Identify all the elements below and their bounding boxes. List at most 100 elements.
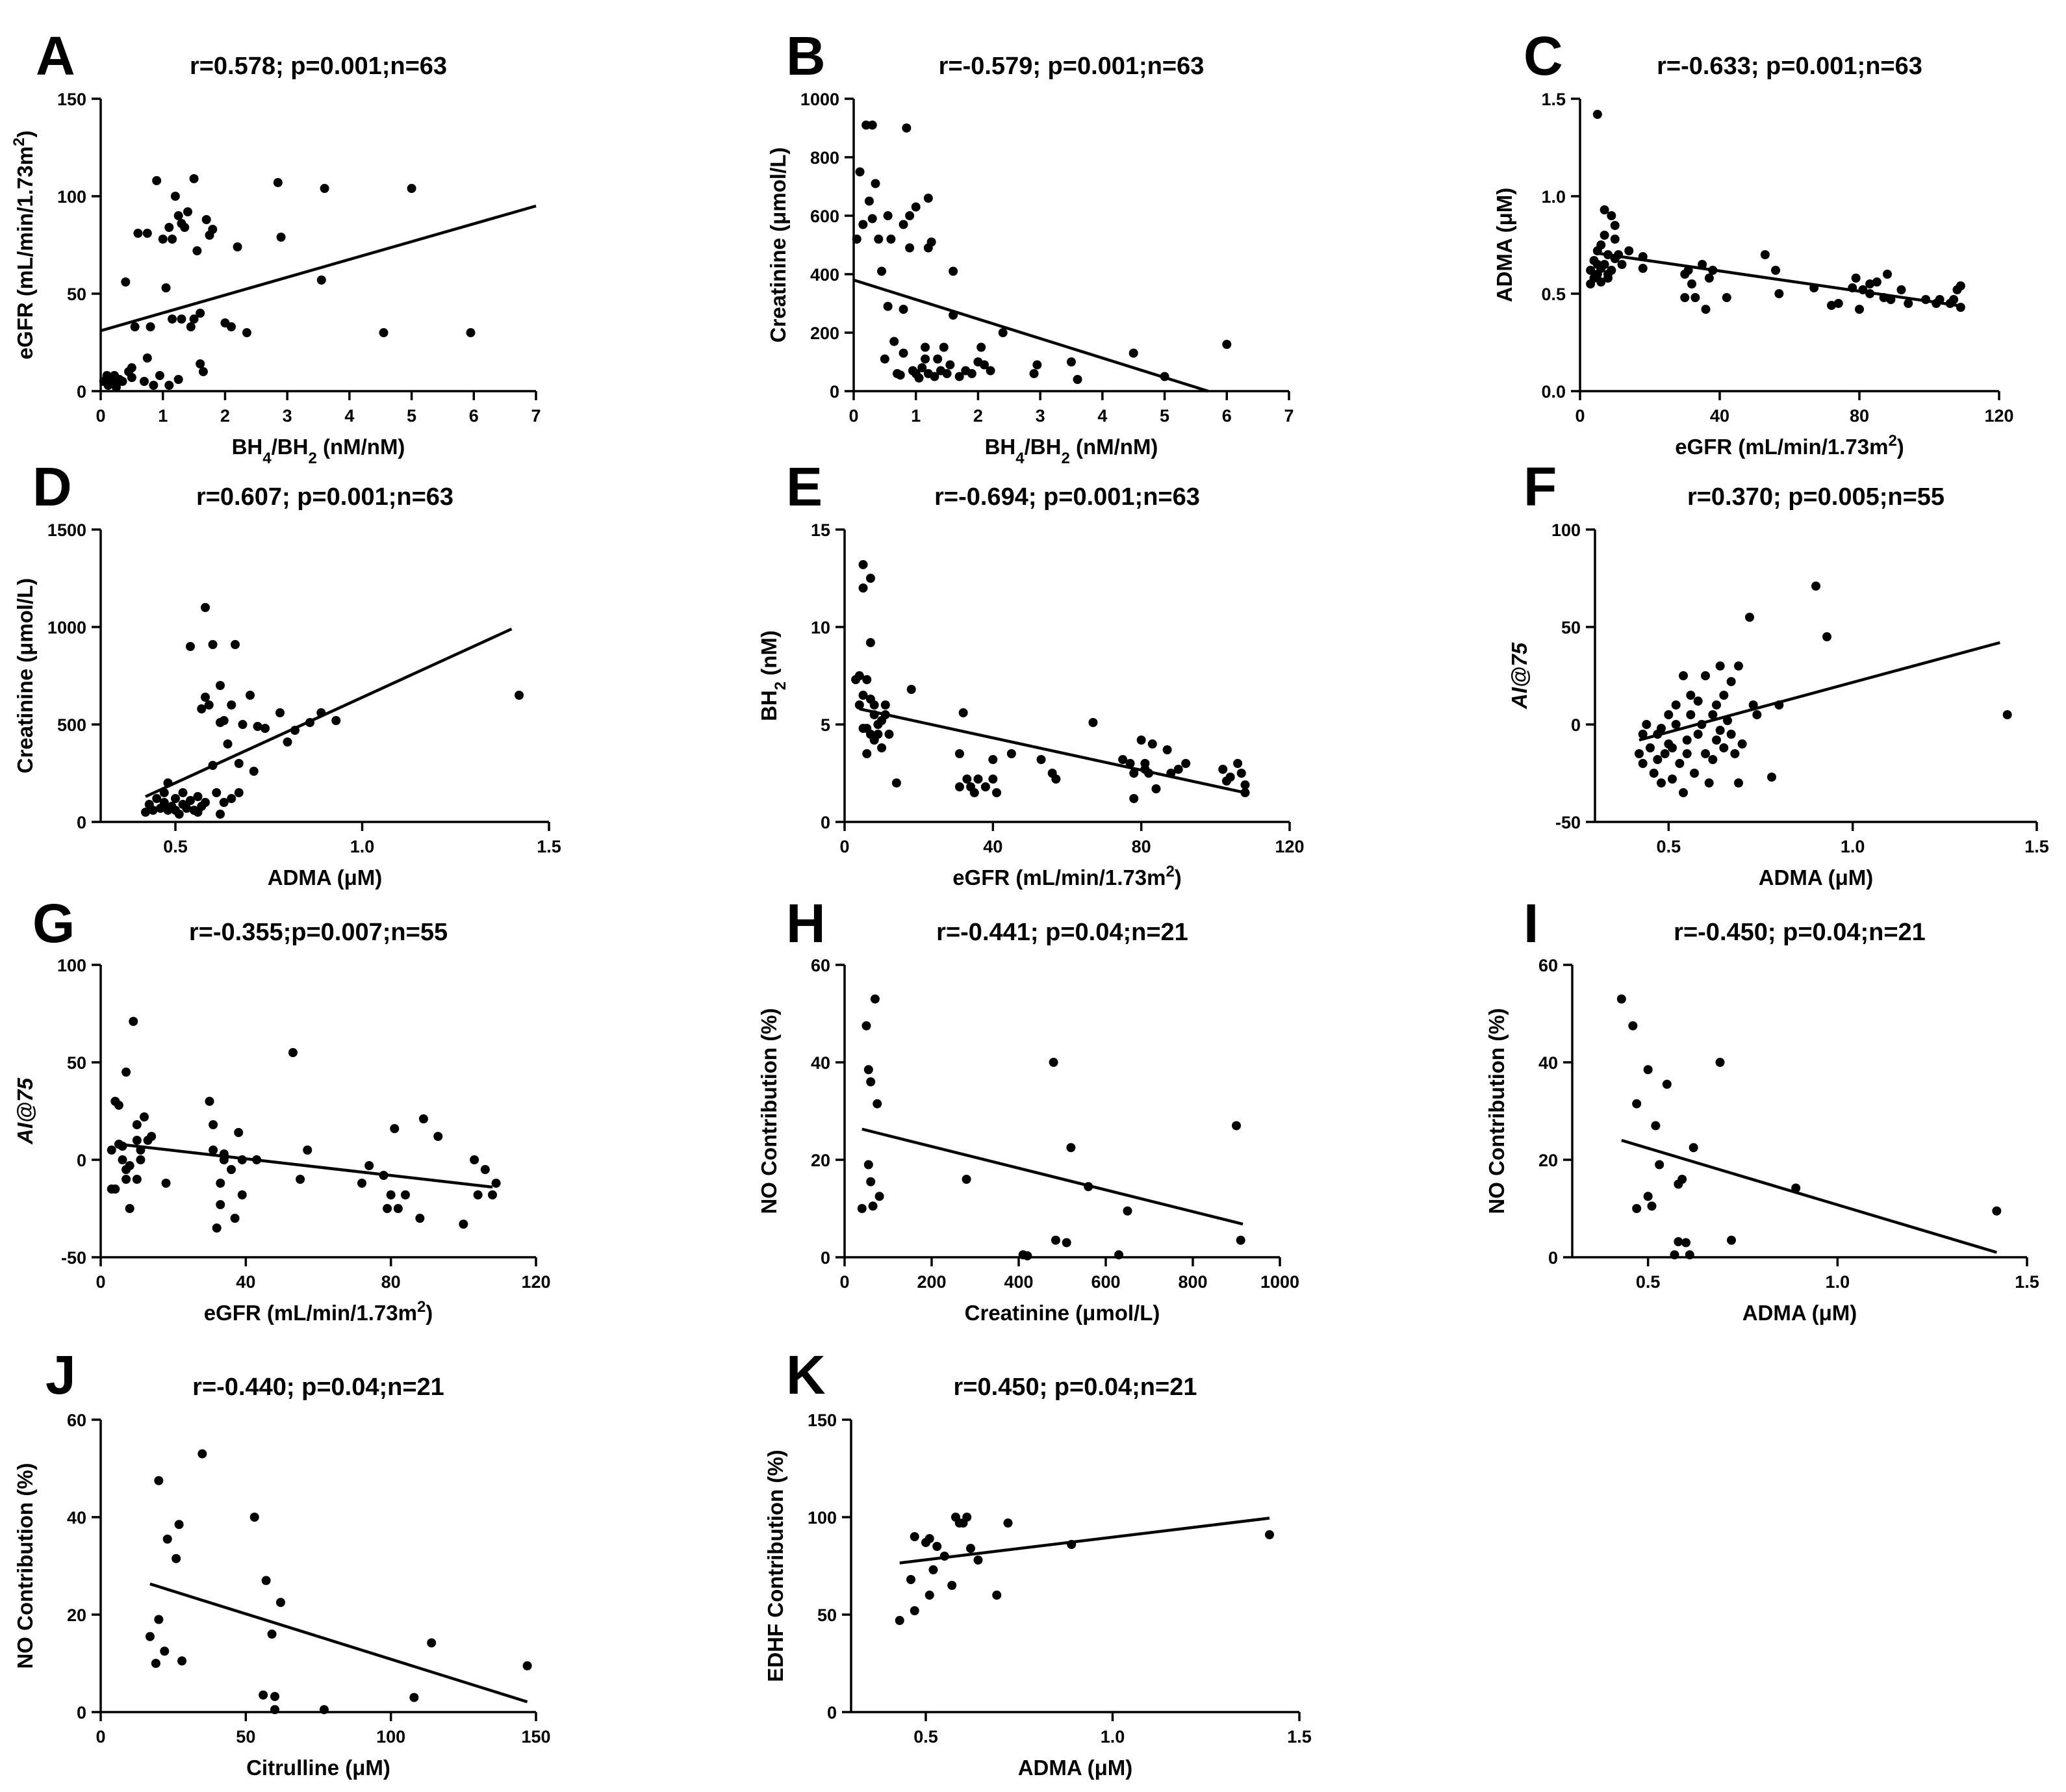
x-tick-label: 1.5 — [537, 837, 561, 856]
data-point — [227, 794, 236, 803]
x-tick-label: 800 — [1178, 1272, 1207, 1292]
data-point — [141, 808, 150, 817]
data-point — [1118, 755, 1128, 764]
label-part: (nM/nM) — [317, 435, 405, 459]
data-point — [1704, 274, 1714, 283]
data-point — [515, 691, 524, 700]
x-tick-label: 50 — [236, 1727, 255, 1747]
x-tick-label: 2 — [973, 406, 983, 426]
data-point — [899, 220, 908, 229]
label-part: ) — [1175, 865, 1182, 890]
data-point — [170, 192, 180, 201]
data-point — [182, 804, 192, 813]
data-point — [1689, 1143, 1698, 1153]
data-point — [973, 774, 983, 784]
label-part: /BH — [1025, 435, 1062, 459]
data-point — [142, 229, 152, 238]
data-point — [142, 353, 152, 363]
data-point — [1745, 613, 1754, 622]
data-point — [183, 207, 192, 216]
data-point — [1225, 773, 1235, 782]
data-point — [969, 788, 979, 797]
data-point — [865, 574, 875, 583]
y-tick-label: 400 — [810, 265, 839, 285]
data-point — [201, 603, 210, 612]
data-point — [1232, 1121, 1241, 1131]
data-point — [1638, 759, 1648, 768]
data-point — [1600, 231, 1609, 240]
data-point — [866, 1177, 876, 1186]
data-point — [905, 243, 915, 253]
data-point — [1727, 1235, 1736, 1245]
data-point — [522, 1661, 532, 1670]
data-point — [288, 1048, 298, 1057]
data-point — [154, 1476, 164, 1485]
data-point — [196, 309, 205, 318]
y-axis-label: ADMA (μM) — [1492, 188, 1516, 303]
data-point — [154, 1615, 164, 1624]
chart-title: r=-0.694; p=0.001;n=63 — [934, 483, 1200, 511]
chart-title: r=-0.579; p=0.001;n=63 — [939, 53, 1205, 80]
data-point — [980, 360, 989, 370]
data-point — [1670, 1250, 1679, 1260]
data-point — [192, 246, 202, 255]
data-point — [253, 722, 262, 731]
label-part: ADMA (μM) — [1742, 1301, 1857, 1325]
x-tick-label: 5 — [1160, 406, 1169, 426]
data-point — [1151, 784, 1161, 793]
data-point — [873, 730, 883, 739]
y-tick-label: 0 — [77, 382, 86, 402]
data-point — [1607, 266, 1616, 275]
data-point — [145, 1632, 155, 1641]
data-point — [140, 377, 149, 386]
data-point — [246, 691, 255, 700]
data-point — [1774, 289, 1784, 298]
data-point — [1992, 1206, 2002, 1216]
panel-letter: G — [32, 893, 75, 954]
data-point — [1675, 759, 1685, 768]
data-point — [1596, 277, 1606, 287]
y-tick-label: 0 — [77, 1703, 86, 1722]
y-axis-label: NO Contribution (%) — [757, 1008, 781, 1214]
data-point — [884, 730, 894, 739]
data-point — [986, 366, 995, 376]
data-point — [470, 1155, 479, 1164]
data-point — [1771, 266, 1780, 275]
y-tick-label: 0 — [821, 813, 830, 832]
panel-letter: H — [786, 893, 826, 954]
data-point — [121, 277, 131, 287]
data-point — [212, 788, 222, 797]
data-point — [1653, 755, 1663, 764]
x-tick-label: 0.5 — [1657, 837, 1681, 856]
x-axis-label: ADMA (μM) — [1759, 865, 1874, 890]
data-point — [1586, 266, 1596, 275]
data-point — [962, 1513, 972, 1522]
x-tick-label: 0 — [96, 1727, 105, 1747]
data-point — [1760, 250, 1770, 259]
data-point — [174, 1520, 184, 1530]
data-point — [998, 328, 1008, 337]
data-point — [1649, 769, 1659, 778]
data-point — [1003, 1518, 1013, 1528]
x-axis-label: ADMA (μM) — [268, 865, 383, 890]
y-tick-label: 0 — [77, 813, 86, 832]
data-point — [216, 1200, 225, 1209]
data-point — [155, 371, 164, 380]
data-point — [233, 242, 242, 251]
data-point — [386, 1190, 396, 1199]
data-point — [874, 235, 884, 244]
y-axis-label: NO Contribution (%) — [13, 1463, 37, 1669]
data-point — [1147, 739, 1157, 749]
data-point — [1657, 778, 1666, 787]
data-point — [976, 342, 986, 352]
data-point — [1657, 724, 1666, 733]
data-point — [1734, 661, 1743, 671]
data-point — [1062, 1238, 1071, 1248]
data-point — [966, 1544, 975, 1553]
data-point — [1726, 730, 1736, 739]
x-tick-label: 80 — [381, 1272, 401, 1292]
data-point — [863, 1065, 873, 1075]
data-point — [921, 342, 930, 352]
